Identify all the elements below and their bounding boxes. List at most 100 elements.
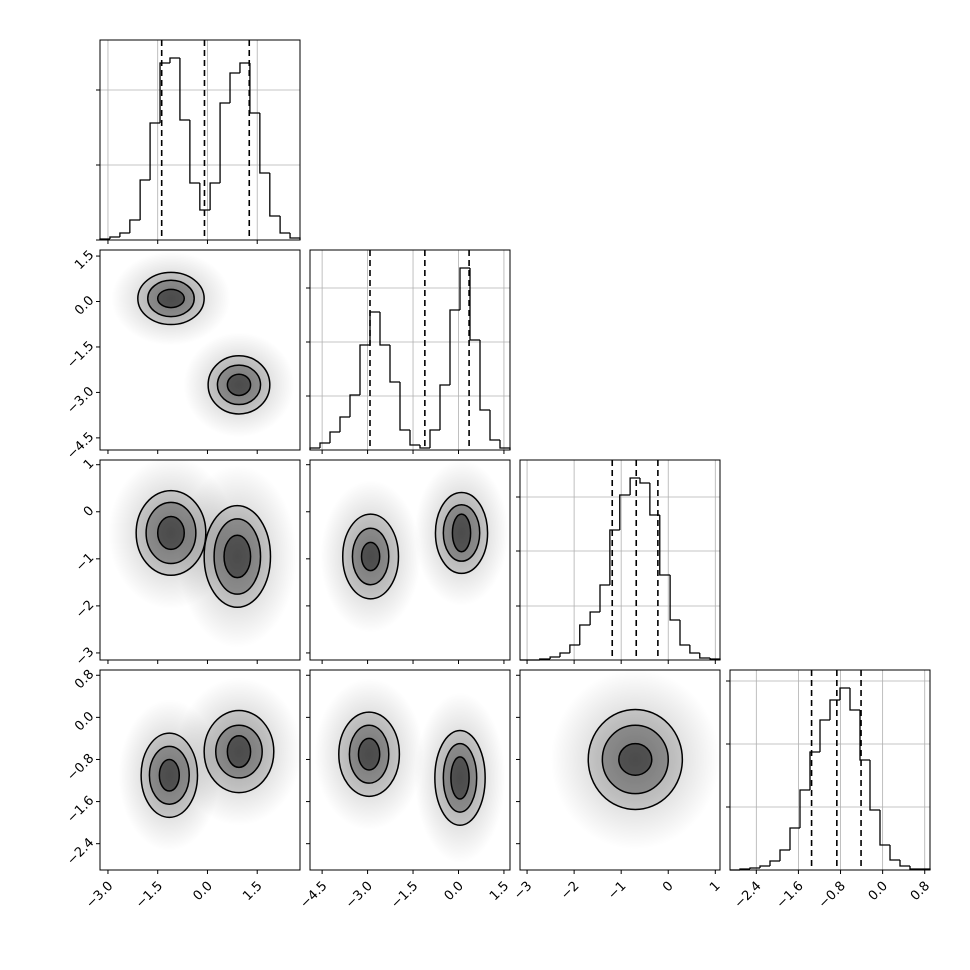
histogram-bar [779,849,790,861]
histogram-bar [669,575,680,621]
x-tick-label: −3 [511,879,535,903]
x-tick-label: 0 [660,879,676,895]
contour [601,724,669,795]
histogram-bar [179,58,190,121]
density-halo [320,480,421,633]
histogram-bar [909,866,920,870]
contour [450,756,470,800]
histogram-bar [449,309,460,385]
histogram-bar [209,182,221,210]
x-tick-label: −0.8 [816,879,849,912]
y-tick-label: −2.4 [64,835,97,868]
panel-frame [519,669,721,871]
histogram-bar [249,63,260,114]
x-tick-label: 0.0 [191,879,216,904]
x-tick-label: −2 [558,879,582,903]
histogram-bar [279,216,291,234]
histogram-bar [349,394,360,417]
y-tick-label: −4.5 [64,430,97,463]
histogram-bar [219,102,231,183]
histogram-bar [379,312,390,346]
histogram-bar [359,344,370,395]
y-tick-label: 1 [81,456,97,472]
contour [216,364,262,406]
density-halo [111,251,231,346]
y-tick-label: 0.0 [72,293,97,318]
panel-frame [99,249,301,451]
density-halo [314,678,424,830]
contour [618,742,653,777]
histogram-bar [129,219,141,233]
panel-frame [99,459,301,661]
histogram-bar [699,653,711,659]
histogram-bar [159,62,170,123]
panel-frame [729,669,931,871]
x-tick-label: 0.0 [866,879,891,904]
x-tick-label: −4.5 [297,879,330,912]
contour [156,288,185,309]
histogram-bar [269,173,281,217]
x-tick-label: −3.0 [83,879,116,912]
contour [351,527,390,586]
contour [223,534,252,579]
histogram-bar [229,72,240,103]
density-halo [550,670,720,850]
panel-frame [99,669,301,871]
histogram-bar [199,183,211,211]
density-halo [183,332,295,438]
x-tick-label: −1.5 [133,879,166,912]
y-tick-label: −2 [73,598,97,622]
panel-frame [309,459,511,661]
x-tick-label: −1 [605,879,629,903]
histogram-bar [259,113,270,174]
y-tick-label: −3 [73,645,97,669]
x-tick-label: −3.0 [343,879,376,912]
contour [341,513,400,600]
histogram-bar [869,760,880,811]
density-halo [177,464,298,648]
histogram-bar [109,236,120,239]
histogram-bar [829,699,840,720]
y-tick-label: −0.8 [64,751,97,784]
histogram-bar [679,620,690,646]
histogram-bar [609,529,620,585]
panel-frame [519,459,721,661]
x-tick-label: 0.0 [442,879,467,904]
histogram-bar [319,442,330,448]
y-tick-label: −3.0 [64,384,97,417]
contour [147,279,195,318]
histogram-bar [879,810,890,846]
histogram-bar [849,688,860,711]
contour [213,518,262,595]
contour [158,758,181,792]
histogram-bar [809,751,820,790]
x-tick-label: 1.5 [487,879,512,904]
contour [442,742,478,813]
histogram-bar [589,611,600,625]
contour [451,513,472,553]
histogram-bar [819,719,830,752]
y-tick-label: 0.0 [72,709,97,734]
histogram-bar [369,311,380,345]
histogram-bar [749,867,760,869]
y-tick-label: 0.8 [72,667,97,692]
contour [226,735,252,769]
histogram-bar [599,584,610,612]
histogram-bar [429,429,440,448]
histogram-bar [329,431,340,443]
contour [357,737,381,771]
histogram-bar [799,789,810,828]
histogram-bar [639,478,650,484]
histogram-bar [549,656,560,659]
histogram-bar [629,477,640,495]
panel-frame [309,669,511,871]
histogram-bar [399,382,410,431]
contour [360,541,381,572]
y-tick-label: 1.5 [72,248,97,273]
histogram-bar [489,410,500,441]
x-tick-label: 0.8 [908,879,933,904]
histogram-bar [659,515,671,576]
histogram-bar [559,652,570,657]
histogram-bar [839,687,850,700]
